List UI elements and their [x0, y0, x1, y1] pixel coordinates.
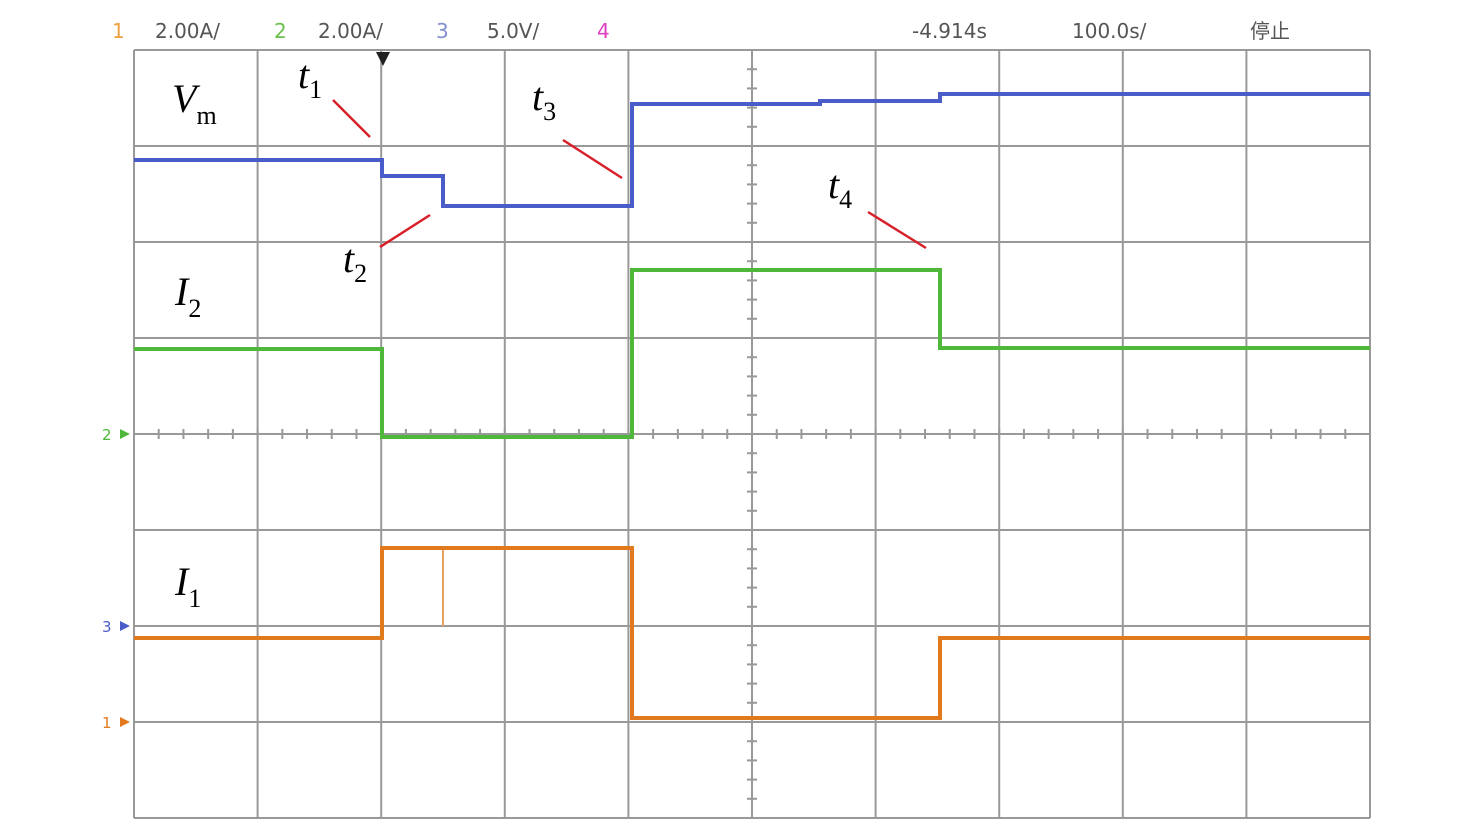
- trigger-marker: [376, 52, 390, 66]
- channel-marker: 2: [102, 426, 112, 444]
- event-label: t1: [298, 52, 322, 104]
- ch-scale: 2.00A/: [318, 19, 383, 43]
- grid: [133, 49, 1371, 819]
- subscript: 2: [188, 294, 201, 323]
- ch-scale: 2.00A/: [155, 19, 220, 43]
- vm-trace: [134, 92, 1370, 208]
- event-label: t4: [828, 162, 852, 214]
- symbol: t: [298, 52, 310, 97]
- annotation-line: [379, 213, 431, 249]
- symbol: I: [174, 269, 190, 314]
- header: 1 2.00A/ 2 2.00A/ 3 5.0V/ 4 -4.914s 100.…: [112, 19, 1290, 43]
- subscript: 3: [543, 97, 556, 126]
- channel-marker: 1: [102, 714, 112, 732]
- annotation-line: [867, 210, 927, 250]
- channel-marker: 3: [102, 618, 112, 636]
- ch-number: 4: [597, 19, 610, 43]
- subscript: 4: [839, 185, 852, 214]
- marker-arrow: [120, 429, 130, 439]
- status: 停止: [1250, 19, 1290, 43]
- marker-arrow: [120, 717, 130, 727]
- annotation-line: [332, 99, 371, 138]
- ch-number: 3: [436, 19, 449, 43]
- ch-scale: 5.0V/: [487, 19, 539, 43]
- trace-label: I1: [174, 559, 201, 613]
- marker-arrow: [120, 621, 130, 631]
- i1-trace: [134, 546, 1370, 720]
- subscript: 1: [188, 584, 201, 613]
- event-label: t3: [532, 74, 556, 126]
- trace-label: Vm: [172, 76, 217, 130]
- i2-trace: [134, 268, 1370, 439]
- trace-label: I2: [174, 269, 201, 323]
- subscript: 1: [309, 75, 322, 104]
- ch-number: 1: [112, 19, 125, 43]
- event-label: t2: [343, 236, 367, 288]
- annotation-line: [562, 138, 623, 180]
- symbol: t: [532, 74, 544, 119]
- symbol: V: [172, 76, 201, 121]
- symbol: t: [828, 162, 840, 207]
- time-scale: 100.0s/: [1072, 19, 1147, 43]
- symbol: I: [174, 559, 190, 604]
- subscript: m: [196, 101, 216, 130]
- subscript: 2: [354, 259, 367, 288]
- time-offset: -4.914s: [912, 19, 987, 43]
- symbol: t: [343, 236, 355, 281]
- ch-number: 2: [274, 19, 287, 43]
